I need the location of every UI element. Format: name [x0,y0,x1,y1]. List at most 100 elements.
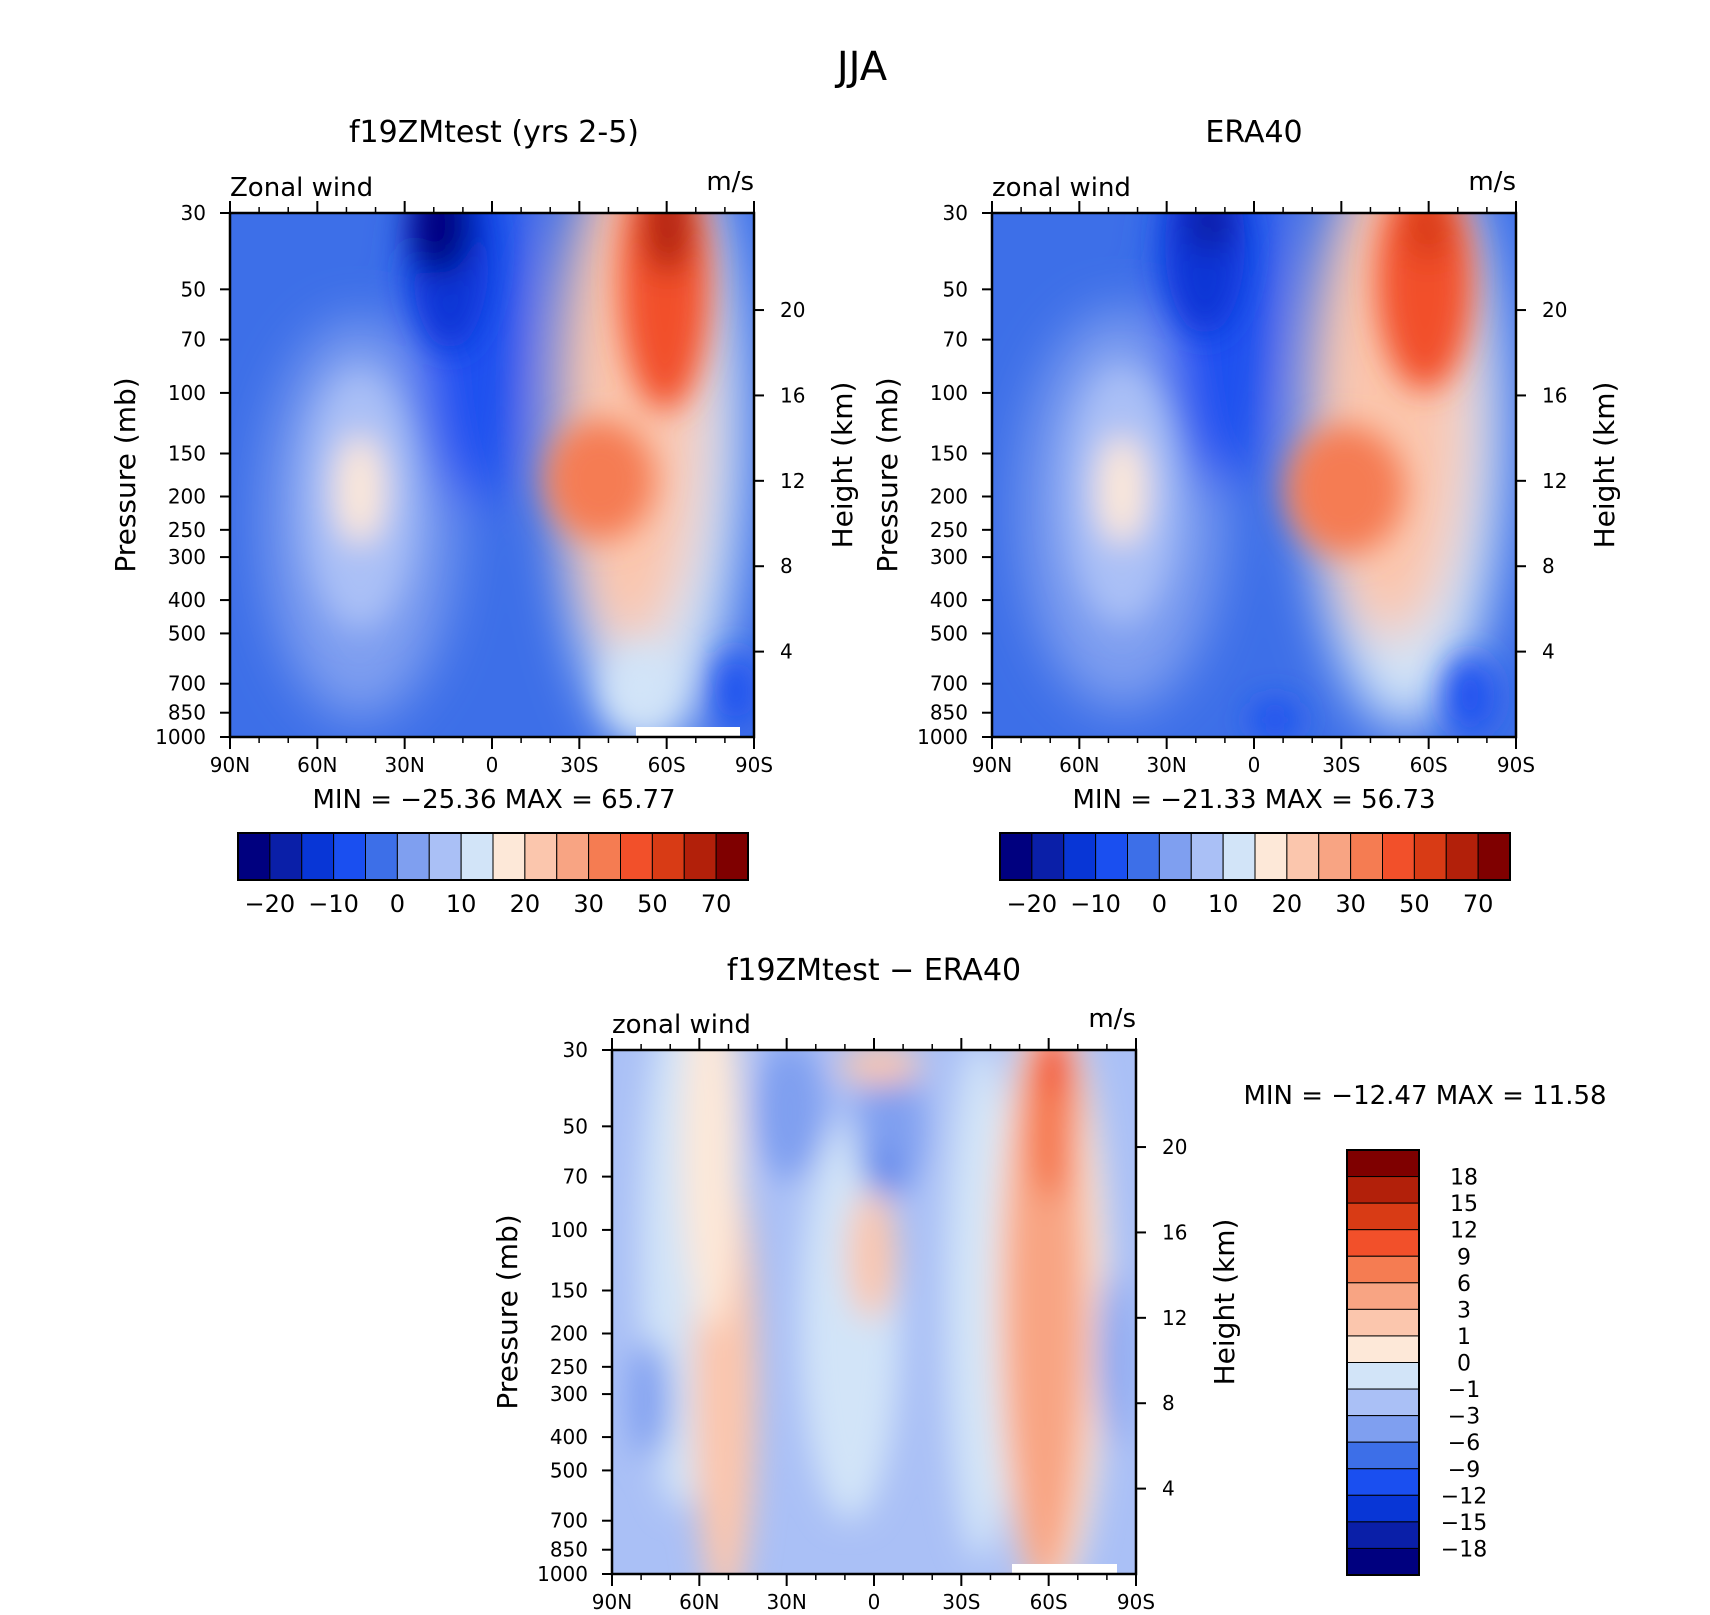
panel-difference-axes: 90N 60N 30N 0 30S 60S 90S 30 50 70 100 150 200 250 300… [491,1038,1241,1614]
y-tick-label: 500 [550,1458,588,1482]
colorbar-swatch [365,832,398,881]
colorbar-label: 12 [1450,1219,1478,1244]
colorbar-label: −6 [1448,1431,1480,1456]
colorbar-label: −9 [1448,1458,1480,1483]
field-cores [305,213,754,730]
panel-model-axes: 90N 60N 30N 0 30S 60S 90S 30 50 70 100 150 200 250 300… [109,201,859,777]
blob-polar-surface [715,650,754,730]
height-tick-label: 16 [780,383,805,407]
colorbar-swatch [1318,832,1352,881]
panel-reanalysis-subtitle-left: zonal wind [992,173,1131,203]
colorbar-swatch [1346,1335,1420,1363]
height-axis-label: Height (km) [826,382,859,549]
x-tick-label: 90S [1497,753,1535,777]
x-tick-label: 0 [868,1590,881,1611]
colorbar-swatch [1222,832,1256,881]
colorbar-label: 1 [1457,1325,1471,1350]
y-tick-label: 400 [550,1425,588,1449]
y-tick-label: 400 [168,588,206,612]
field-cores [1067,213,1495,737]
colorbar-label: 70 [701,890,732,918]
panel-difference-field [612,1050,1136,1574]
y-tick-label: 50 [943,277,968,301]
field-blobs [630,1050,1128,1574]
blob-equator-positive [848,1190,896,1320]
page-title: JJA [834,44,888,90]
height-tick-label: 8 [1162,1391,1175,1415]
x-tick-label: 90S [735,753,773,777]
colorbar-swatch [1350,832,1383,881]
y-tick-label: 50 [181,277,206,301]
panel-difference: f19ZMtest − ERA40 zonal wind m/s [491,953,1607,1614]
colorbar-label: −3 [1448,1405,1480,1430]
colorbar-label: 3 [1457,1298,1471,1323]
blob-sh-positive-core [1024,1050,1080,1200]
colorbar-label: 30 [573,890,604,918]
height-axis-label: Height (km) [1208,1219,1241,1386]
y-tick-label: 200 [550,1321,588,1345]
x-tick-label: 30N [384,753,424,777]
x-tick-label: 60S [1030,1590,1068,1611]
blob-polar-night-core [643,213,693,275]
colorbar-swatch [556,832,590,881]
panel-model: f19ZMtest (yrs 2-5) Zonal wind m/s [109,115,859,815]
x-tick-label: 30S [1322,753,1360,777]
y-tick-label: 70 [943,328,968,352]
panel-model-stats: MIN = −25.36 MAX = 65.77 [312,785,675,815]
blob-nh-positive-pale [682,1050,742,1330]
blob-equator-core [872,1150,892,1190]
colorbar-swatch [1413,832,1447,881]
colorbar-swatch [301,832,335,881]
colorbar-swatch [999,832,1033,881]
colorbar-swatch [1346,1521,1420,1549]
height-axis-label: Height (km) [1588,382,1621,549]
y-tick-label: 700 [930,672,968,696]
colorbar-swatch [524,832,558,881]
y-tick-label: 300 [930,545,968,569]
y-tick-label: 700 [550,1509,588,1533]
height-tick-label: 20 [1162,1135,1187,1159]
blob-polar-negative [1098,1270,1128,1450]
blob-midlat-surface [1250,700,1300,737]
x-tick-label: 90N [972,753,1012,777]
colorbar-swatch [1346,1149,1420,1178]
y-tick-label: 30 [181,201,206,225]
y-tick-label: 250 [168,518,206,542]
colorbar-swatch [269,832,303,881]
height-tick-label: 12 [1162,1306,1187,1330]
colorbar-swatch [492,832,526,881]
colorbar-label: 18 [1450,1166,1478,1191]
x-tick-label: 90S [1117,1590,1155,1611]
height-tick-label: 4 [1542,640,1555,664]
y-tick-label: 100 [168,381,206,405]
panel-reanalysis-subtitle-right: m/s [1468,167,1516,197]
y-tick-label: 1000 [917,725,968,749]
colorbar-frame [999,832,1511,881]
blob-nh-negative-lower [630,1340,670,1460]
x-tick-label: 60N [679,1590,719,1611]
colorbar-swatch [1346,1362,1420,1390]
x-tick-label: 60S [1410,753,1448,777]
blob-sh-surface-west [605,650,675,730]
colorbar-swatch [620,832,653,881]
missing-data-patch [1012,1564,1117,1574]
blob-sh-positive-top [1037,1050,1073,1095]
x-tick-label: 60N [1059,753,1099,777]
colorbar-swatch [460,832,494,881]
y-tick-label: 150 [550,1279,588,1303]
panel-model-title: f19ZMtest (yrs 2-5) [349,115,639,150]
y-tick-label: 850 [930,701,968,725]
colorbar-swatch [1346,1202,1420,1231]
colorbar-frame [1346,1149,1420,1576]
colorbar-label: 10 [446,890,477,918]
colorbar-label: 10 [1208,890,1239,918]
colorbar-label: −10 [1070,890,1121,918]
colorbar-label: 6 [1457,1272,1471,1297]
colorbar-swatch [1286,832,1320,881]
colorbar-swatch [1346,1176,1420,1204]
y-tick-label: 250 [930,518,968,542]
blob-subtropic-negative [755,1050,825,1180]
colorbar-swatch [1158,832,1192,881]
height-tick-label: 12 [1542,469,1567,493]
